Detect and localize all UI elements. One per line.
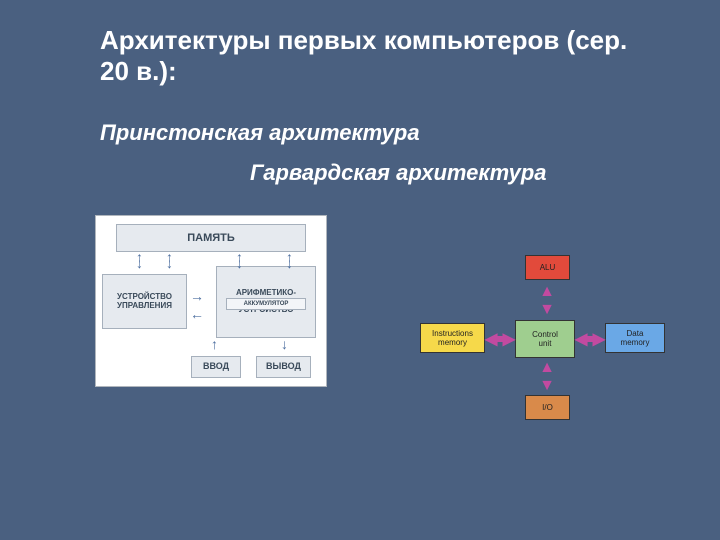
harvard-diagram: ALU Controlunit Instructionsmemory Datam… <box>420 255 670 435</box>
arrow-icon: ↑↓ <box>236 254 243 266</box>
subtitle-harvard: Гарвардская архитектура <box>250 160 547 186</box>
bidir-arrow-icon: ◀▶ <box>485 331 515 347</box>
princeton-control-box: УСТРОЙСТВО УПРАВЛЕНИЯ <box>102 274 187 329</box>
bidir-arrow-icon: ▲▼ <box>537 283 557 319</box>
arrow-icon: ↑↓ <box>136 254 143 266</box>
arrow-icon: ↓ <box>281 341 288 347</box>
harvard-io-box: I/O <box>525 395 570 420</box>
princeton-memory-box: ПАМЯТЬ <box>116 224 306 252</box>
harvard-control-box: Controlunit <box>515 320 575 358</box>
harvard-instr-box: Instructionsmemory <box>420 323 485 353</box>
princeton-output-box: ВЫВОД <box>256 356 311 378</box>
arrow-icon: ↑↓ <box>286 254 293 266</box>
princeton-accumulator-box: АККУМУЛЯТОР <box>226 298 306 310</box>
princeton-alu-box: АРИФМЕТИКО-ЛОГИЧЕСКОЕУСТРОЙСТВО АККУМУЛЯ… <box>216 266 316 338</box>
princeton-diagram: ПАМЯТЬ УСТРОЙСТВО УПРАВЛЕНИЯ АРИФМЕТИКО-… <box>95 215 327 387</box>
bidir-arrow-icon: ▲▼ <box>537 359 557 395</box>
arrow-icon: ← <box>190 306 204 322</box>
princeton-input-box: ВВОД <box>191 356 241 378</box>
slide-title: Архитектуры первых компьютеров (сер. 20 … <box>100 25 650 87</box>
harvard-data-box: Datamemory <box>605 323 665 353</box>
arrow-icon: ↑↓ <box>166 254 173 266</box>
arrow-icon: → <box>190 288 204 304</box>
bidir-arrow-icon: ◀▶ <box>575 331 605 347</box>
arrow-icon: ↑ <box>211 341 218 347</box>
subtitle-princeton: Принстонская архитектура <box>100 120 420 146</box>
harvard-alu-box: ALU <box>525 255 570 280</box>
slide: Архитектуры первых компьютеров (сер. 20 … <box>0 0 720 540</box>
